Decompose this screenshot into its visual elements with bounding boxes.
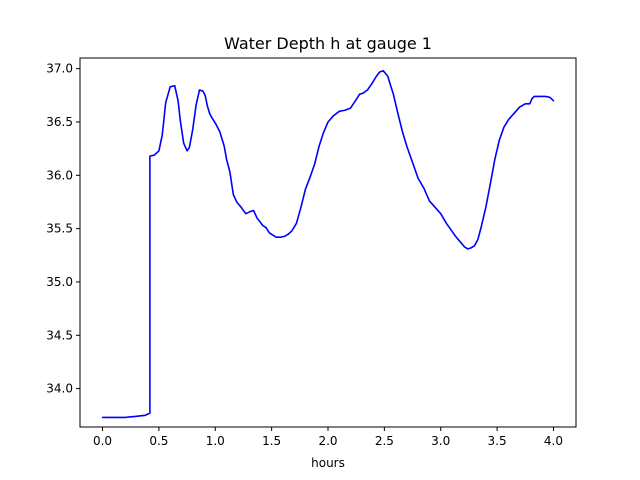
x-axis-ticks: 0.0 0.5 1.0 1.5 2.0 2.5 3.0 3.5 4.0 — [93, 427, 563, 448]
y-tick-label: 34.5 — [46, 328, 73, 342]
y-tick-label: 34.0 — [46, 382, 73, 396]
x-tick-label: 2.5 — [375, 434, 394, 448]
x-tick-label: 2.0 — [318, 434, 337, 448]
series-layer — [101, 70, 555, 419]
y-axis-ticks: 34.0 34.5 35.0 35.5 36.0 36.5 37.0 — [46, 62, 80, 396]
y-tick-label: 37.0 — [46, 62, 73, 76]
x-tick-label: 0.0 — [93, 434, 112, 448]
x-tick-label: 4.0 — [544, 434, 563, 448]
x-tick-label: 3.0 — [431, 434, 450, 448]
x-tick-label: 1.5 — [262, 434, 281, 448]
x-tick-label: 1.0 — [206, 434, 225, 448]
x-axis-label: hours — [311, 456, 345, 470]
y-tick-label: 36.0 — [46, 168, 73, 182]
y-tick-label: 35.5 — [46, 222, 73, 236]
plot-frame — [79, 57, 577, 428]
series-line — [101, 70, 555, 419]
x-tick-label: 0.5 — [149, 434, 168, 448]
x-tick-label: 3.5 — [488, 434, 507, 448]
y-tick-label: 35.0 — [46, 275, 73, 289]
y-tick-label: 36.5 — [46, 115, 73, 129]
chart-title: Water Depth h at gauge 1 — [224, 34, 432, 53]
